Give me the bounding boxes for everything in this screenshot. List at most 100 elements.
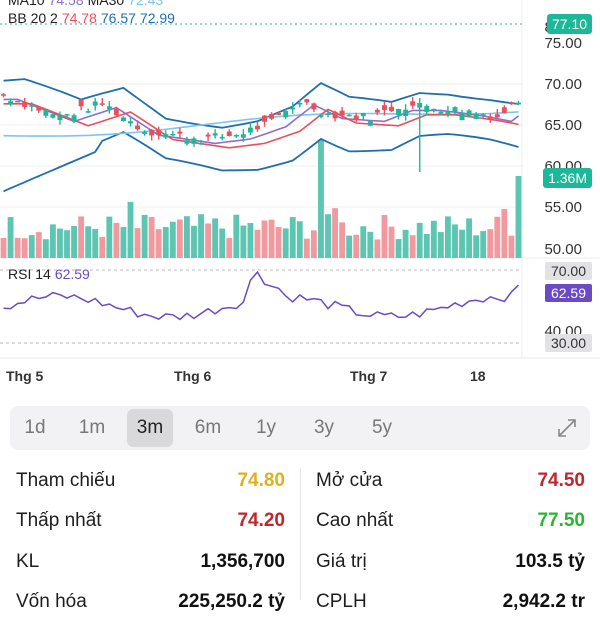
volume-bar: [325, 214, 331, 258]
chart-canvas[interactable]: 80.0075.0070.0065.0060.0055.0050.0070.00…: [0, 0, 600, 400]
candle-body: [452, 107, 458, 112]
candle-body: [367, 121, 373, 126]
volume-bar: [423, 233, 430, 258]
stat-value-thap-nhat: 74.20: [237, 510, 285, 531]
time-axis-label: Thg 6: [174, 368, 212, 384]
stat-value-kl: 1,356,700: [200, 551, 285, 572]
volume-bar: [169, 221, 176, 258]
volume-bar: [92, 229, 99, 258]
volume-bar: [240, 225, 247, 258]
volume-bar: [353, 234, 360, 258]
candle-body: [346, 114, 352, 117]
volume-bar: [14, 237, 21, 258]
stat-label-thap-nhat: Thấp nhất: [16, 510, 102, 531]
bb-middle-line: [3, 103, 519, 149]
candle-body: [304, 99, 310, 103]
volume-bar: [452, 224, 458, 258]
tab-6m[interactable]: 6m: [194, 417, 222, 438]
volume-bar: [233, 214, 240, 258]
price-chart[interactable]: 80.0075.0070.0065.0060.0055.0050.0070.00…: [0, 0, 600, 400]
volume-bar: [78, 216, 85, 258]
volume-bar: [416, 222, 423, 258]
tab-5y[interactable]: 5y: [371, 417, 393, 438]
candle-body: [198, 142, 204, 145]
candle-body: [36, 106, 42, 111]
volume-bar: [494, 216, 501, 258]
volume-bar: [198, 214, 204, 258]
candle-body: [113, 108, 119, 116]
stat-value-gia-tri: 103.5 tỷ: [515, 551, 585, 572]
candle-body: [262, 115, 267, 122]
candle-body: [149, 129, 155, 136]
volume-bar: [127, 201, 134, 258]
candle-body: [290, 107, 296, 110]
volume-bar: [459, 229, 465, 258]
volume-bar: [346, 235, 353, 258]
volume-bar: [184, 216, 190, 258]
candle-body: [417, 102, 423, 108]
volume-bar: [205, 223, 212, 258]
candle-body: [191, 138, 197, 144]
candle-body: [99, 103, 105, 105]
candle-body: [508, 102, 514, 105]
candle-body: [325, 113, 331, 115]
volume-bar: [57, 228, 63, 258]
candle-body: [240, 134, 246, 138]
stats-row-2: Thấp nhất 74.20 Cao nhất 77.50: [0, 502, 600, 542]
stat-label-cplh: CPLH: [316, 591, 367, 612]
tab-1y[interactable]: 1y: [255, 417, 277, 438]
candle-body: [438, 111, 444, 114]
candle-body: [85, 111, 91, 113]
candle-body: [431, 108, 437, 111]
volume-bar: [381, 215, 388, 258]
candle-body: [410, 101, 416, 106]
candle-body: [233, 135, 239, 137]
volume-bar: [318, 140, 324, 258]
candle-body: [424, 106, 430, 112]
candle-body: [106, 106, 112, 110]
tab-3y[interactable]: 3y: [313, 417, 335, 438]
candle-body: [466, 110, 472, 116]
ma10-line: [3, 98, 519, 145]
volume-bar: [303, 238, 310, 258]
volume-bar: [402, 229, 409, 258]
stat-label-von-hoa: Vốn hóa: [16, 591, 87, 612]
candle-body: [177, 131, 183, 134]
volume-bar: [21, 238, 28, 258]
candle-body: [332, 111, 338, 119]
volume-bar: [64, 230, 70, 258]
volume-bar: [445, 216, 451, 258]
stats-divider: [300, 468, 301, 600]
volume-bar: [388, 226, 395, 258]
volume-bar: [162, 227, 169, 258]
candle-body: [64, 114, 70, 116]
rsi-lower-tag: 30.00: [544, 334, 592, 352]
volume-bar: [35, 232, 42, 258]
candle-body: [311, 103, 317, 110]
candle-body: [374, 109, 380, 113]
candle-body: [459, 113, 465, 121]
candle-body: [184, 140, 190, 144]
tab-3m[interactable]: 3m: [127, 409, 173, 447]
stat-label-tham-chieu: Tham chiếu: [16, 470, 116, 491]
expand-icon[interactable]: [554, 415, 580, 441]
candle-body: [480, 114, 486, 116]
volume-bar: [254, 229, 261, 258]
volume-bar: [106, 216, 113, 258]
candle-body: [15, 100, 21, 103]
tab-1m[interactable]: 1m: [78, 417, 106, 438]
candle-body: [57, 115, 63, 121]
volume-bar: [289, 217, 296, 258]
candle-body: [170, 133, 176, 136]
candle-body: [135, 125, 141, 130]
tab-1d[interactable]: 1d: [24, 417, 46, 438]
stat-label-gia-tri: Giá trị: [316, 551, 367, 572]
candle-body: [92, 101, 98, 106]
stat-value-cplh: 2,942.2 tr: [502, 591, 585, 612]
candle-body: [128, 121, 133, 124]
stat-label-mo-cua: Mở cửa: [316, 470, 383, 491]
period-selector: 1d 1m 3m 6m 1y 3y 5y: [10, 406, 590, 450]
volume-bar: [176, 219, 183, 258]
volume-bar: [42, 239, 49, 258]
volume-bar: [191, 225, 197, 258]
